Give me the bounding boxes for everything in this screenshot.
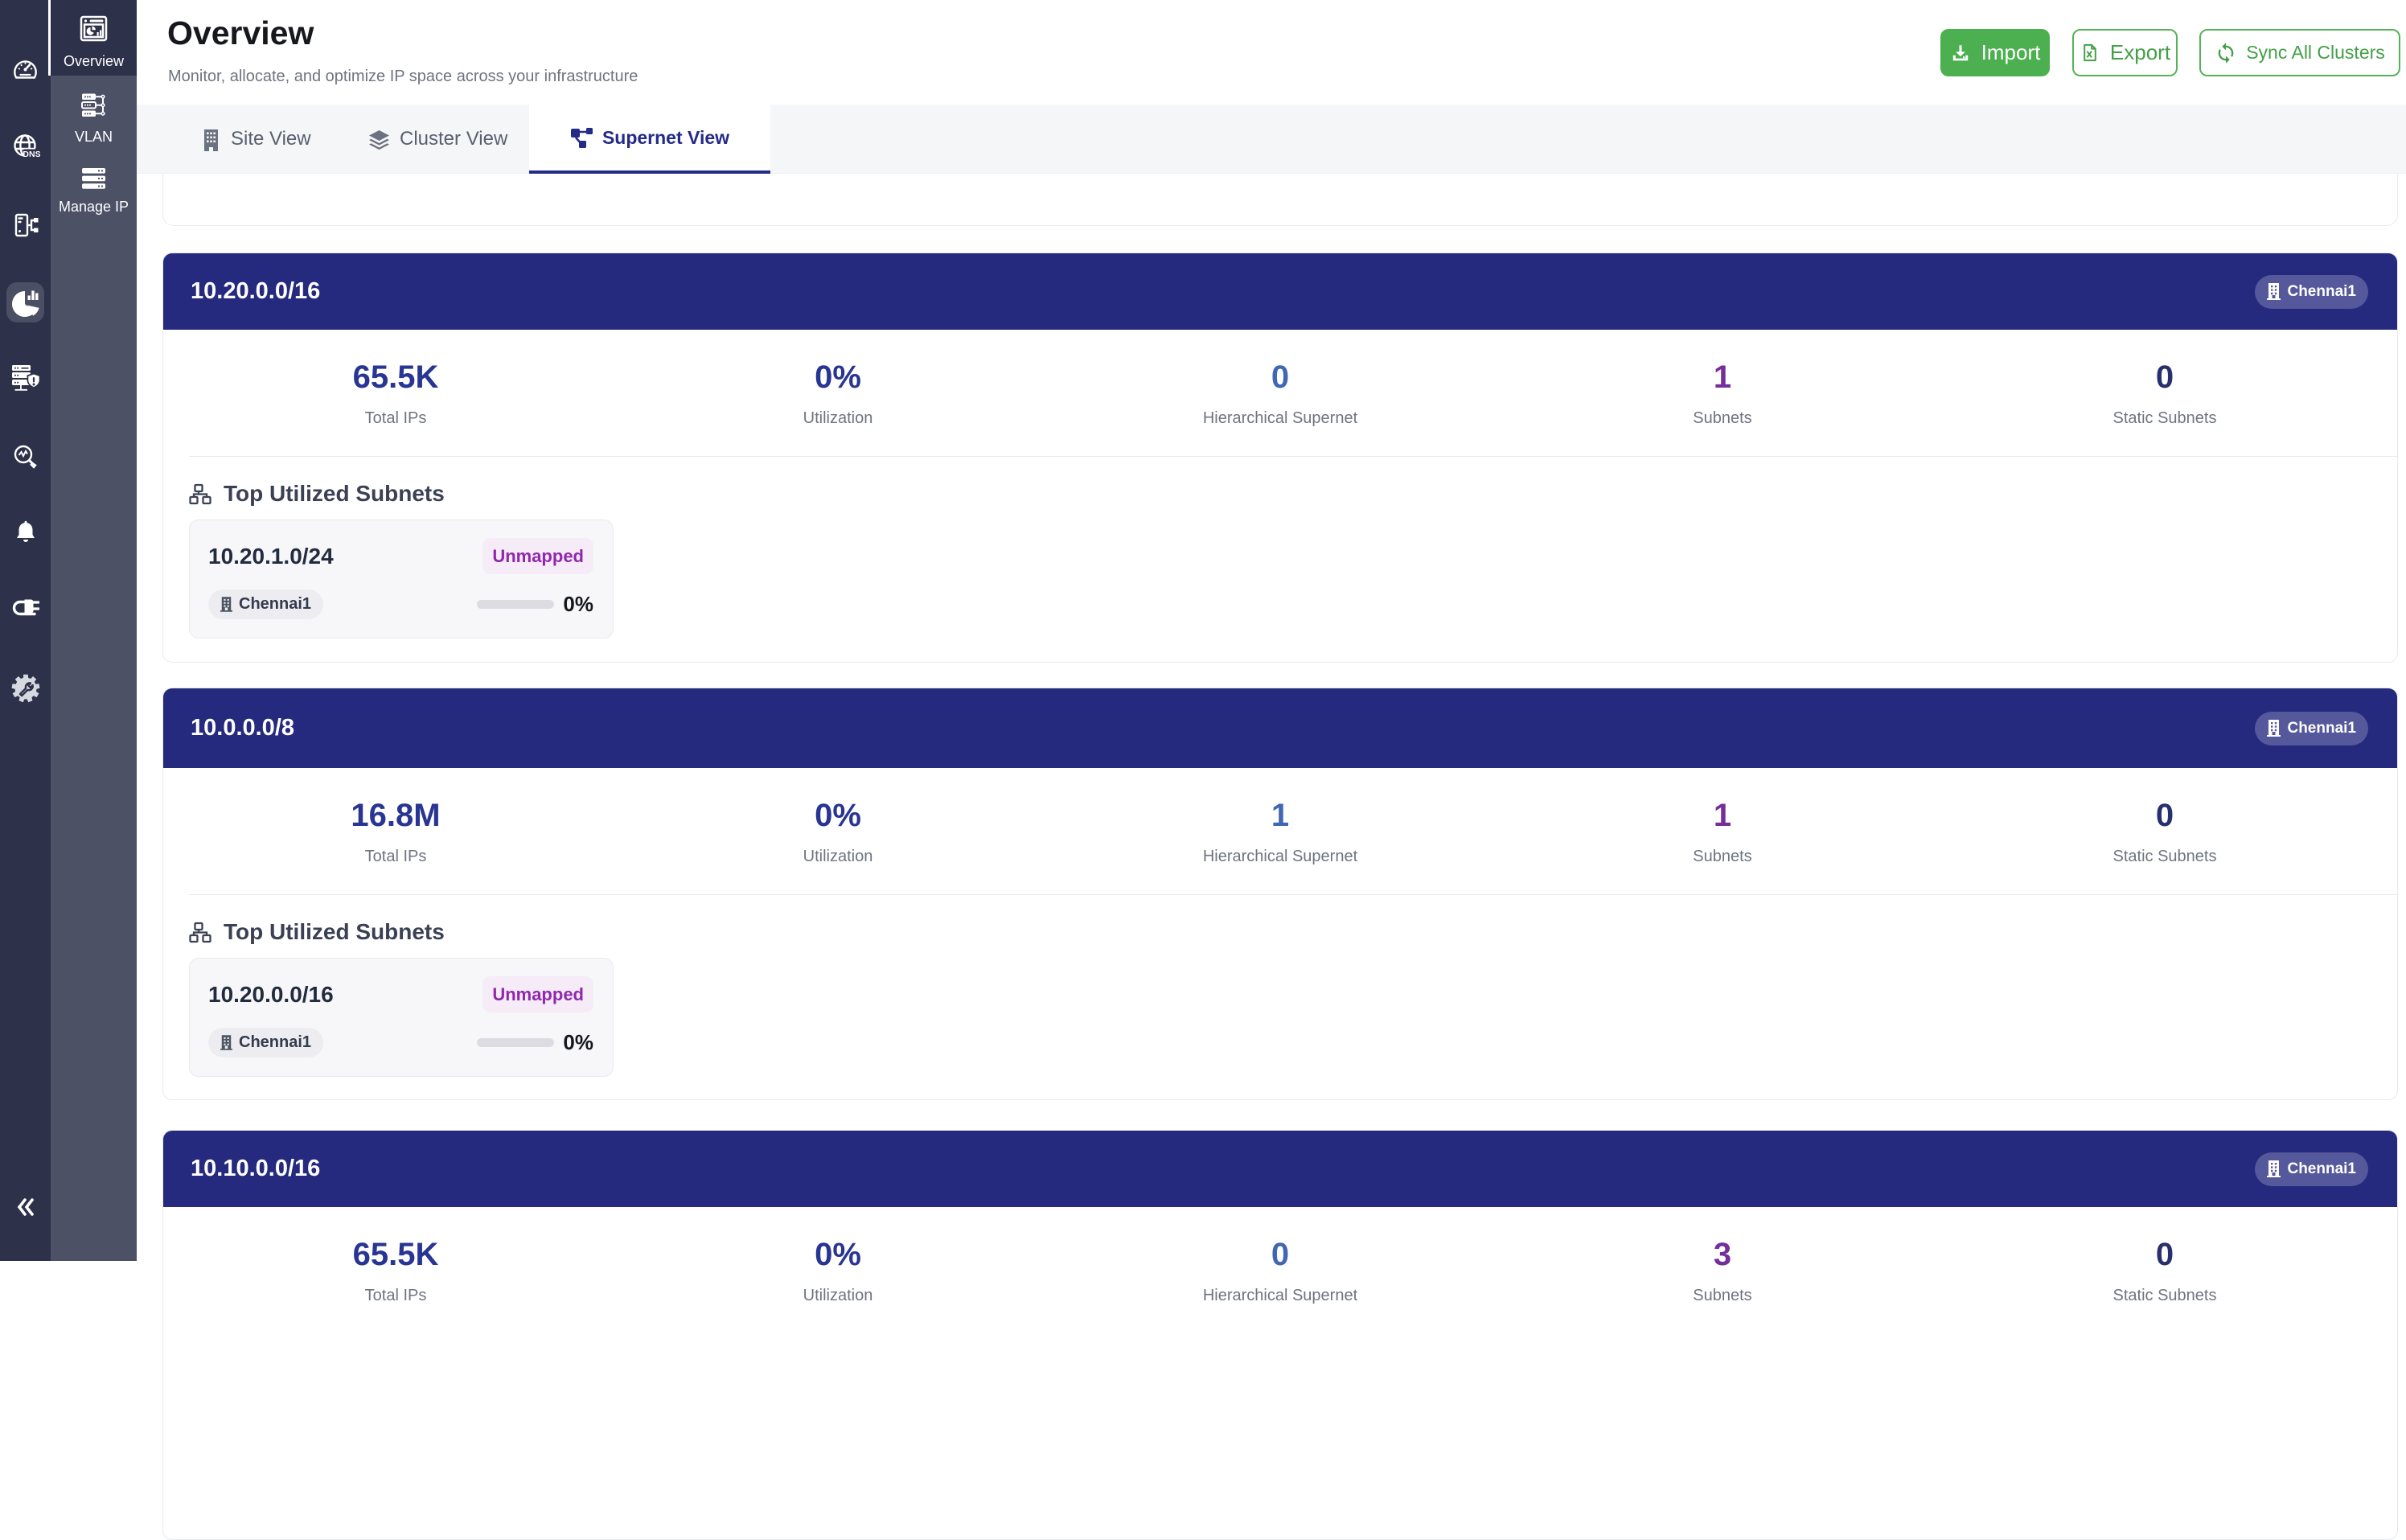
svg-text:DNS: DNS (23, 150, 40, 159)
